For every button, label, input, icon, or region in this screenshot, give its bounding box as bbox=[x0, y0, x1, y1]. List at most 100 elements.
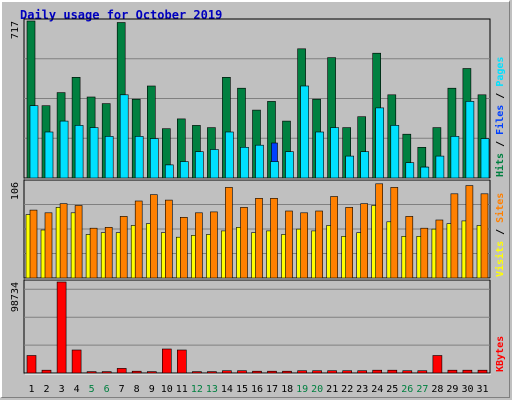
y-max-label: 98734 bbox=[10, 282, 21, 312]
bar-sites-day-15 bbox=[240, 207, 248, 279]
bar-sites-day-9 bbox=[150, 194, 158, 279]
x-tick-label-day-3: 3 bbox=[59, 384, 65, 395]
bar-kbytes-day-12 bbox=[192, 371, 202, 374]
y-max-label: 717 bbox=[10, 21, 21, 39]
legend-sites: Sites bbox=[494, 193, 506, 223]
bar-pages-day-9 bbox=[150, 138, 159, 179]
bar-kbytes-day-20 bbox=[312, 370, 322, 374]
bar-kbytes-day-26 bbox=[402, 370, 413, 374]
chart-panels: 717 Hits / Files / Pages 106 Visits / Sites… bbox=[10, 18, 506, 375]
x-tick-label-day-15: 15 bbox=[236, 384, 248, 395]
bar-pages-day-2 bbox=[44, 131, 54, 179]
x-tick-label-day-1: 1 bbox=[28, 384, 34, 395]
legend-separator: / bbox=[495, 135, 506, 153]
bar-pages-day-6 bbox=[104, 136, 114, 179]
x-tick-label-day-17: 17 bbox=[266, 384, 278, 395]
bar-pages-day-25 bbox=[390, 125, 400, 179]
bar-sites-day-8 bbox=[134, 200, 143, 279]
x-tick-label-day-8: 8 bbox=[134, 384, 140, 395]
bar-kbytes-day-7 bbox=[116, 368, 127, 374]
bar-sites-day-31 bbox=[480, 193, 489, 279]
bar-pages-day-1 bbox=[29, 105, 39, 179]
bar-kbytes-day-29 bbox=[447, 369, 458, 374]
bar-kbytes-day-3 bbox=[56, 281, 67, 374]
bar-sites-day-16 bbox=[255, 198, 263, 279]
x-tick-label-day-13: 13 bbox=[206, 384, 218, 395]
bar-pages-day-30 bbox=[465, 101, 475, 179]
x-tick-label-day-7: 7 bbox=[119, 384, 125, 395]
bar-pages-day-8 bbox=[134, 136, 144, 179]
bar-kbytes-day-31 bbox=[477, 369, 488, 374]
bar-kbytes-day-9 bbox=[147, 371, 157, 374]
bar-kbytes-day-1 bbox=[26, 355, 37, 374]
x-tick-label-day-6: 6 bbox=[104, 384, 110, 395]
bar-sites-day-24 bbox=[375, 183, 384, 279]
bar-kbytes-day-10 bbox=[162, 348, 172, 374]
bar-pages-day-26 bbox=[405, 162, 415, 179]
legend-separator: / bbox=[495, 223, 506, 241]
bar-pages-day-24 bbox=[375, 107, 385, 179]
legend-kbytes: KBytes bbox=[495, 336, 506, 372]
bar-kbytes-day-23 bbox=[357, 370, 368, 374]
x-tick-label-day-24: 24 bbox=[371, 384, 383, 395]
bar-sites-day-23 bbox=[360, 203, 369, 279]
bar-kbytes-day-18 bbox=[282, 370, 292, 374]
legend-pages: Pages bbox=[495, 57, 506, 87]
bar-pages-day-4 bbox=[74, 125, 84, 179]
bar-sites-day-29 bbox=[450, 193, 459, 279]
bar-sites-day-1 bbox=[29, 209, 38, 279]
bar-kbytes-day-22 bbox=[342, 370, 353, 374]
bar-pages-day-22 bbox=[345, 155, 355, 179]
chart-panel-3: 98734 KBytes bbox=[10, 279, 506, 375]
bar-pages-day-19 bbox=[300, 85, 309, 179]
bar-pages-day-11 bbox=[180, 161, 189, 179]
x-axis-day-labels: 1 2 3 4 5 6 7 8 9 10 11 12 13 14 15 16 17 18 19 20 21 22 23 24 2… bbox=[28, 384, 488, 395]
bar-kbytes-day-16 bbox=[252, 370, 262, 374]
bar-sites-day-27 bbox=[420, 227, 429, 279]
bar-sites-day-25 bbox=[390, 187, 399, 279]
bar-kbytes-day-19 bbox=[297, 370, 307, 374]
bar-sites-day-12 bbox=[195, 212, 203, 279]
panel-border bbox=[23, 279, 491, 374]
bar-sites-day-11 bbox=[180, 217, 188, 279]
x-tick-label-day-31: 31 bbox=[476, 384, 488, 395]
bar-sites-day-17 bbox=[270, 198, 278, 279]
bar-pages-day-31 bbox=[480, 138, 490, 179]
bar-pages-day-16 bbox=[255, 144, 264, 179]
bar-pages-day-10 bbox=[165, 164, 174, 179]
bar-sites-day-22 bbox=[345, 207, 354, 279]
bar-kbytes-day-13 bbox=[207, 371, 217, 374]
x-tick-label-day-20: 20 bbox=[311, 384, 323, 395]
x-tick-label-day-18: 18 bbox=[281, 384, 293, 395]
legend-separator: / bbox=[495, 87, 506, 105]
x-tick-label-day-14: 14 bbox=[221, 384, 233, 395]
bar-pages-day-18 bbox=[285, 151, 294, 179]
bar-pages-day-15 bbox=[240, 147, 249, 179]
bar-pages-day-28 bbox=[435, 155, 445, 179]
series-legend: Hits / Files / Pages bbox=[494, 57, 506, 177]
bar-sites-day-4 bbox=[74, 205, 83, 279]
x-tick-label-day-27: 27 bbox=[416, 384, 428, 395]
bar-kbytes-day-27 bbox=[417, 370, 428, 374]
bar-kbytes-day-30 bbox=[462, 369, 473, 374]
bar-sites-day-28 bbox=[435, 219, 444, 279]
x-tick-label-day-29: 29 bbox=[446, 384, 458, 395]
bar-kbytes-day-6 bbox=[101, 371, 112, 374]
bar-sites-day-30 bbox=[465, 185, 474, 279]
bar-kbytes-day-15 bbox=[237, 370, 247, 374]
bar-kbytes-day-24 bbox=[372, 369, 383, 374]
bar-kbytes-day-28 bbox=[432, 355, 443, 374]
bar-sites-day-20 bbox=[315, 210, 323, 279]
bar-sites-day-13 bbox=[210, 211, 218, 279]
chart-title: Daily usage for October 2019 bbox=[20, 8, 222, 22]
chart-panel-1: 717 Hits / Files / Pages bbox=[10, 18, 506, 180]
chart-panel-2: 106 Visits / Sites bbox=[10, 179, 506, 280]
bar-kbytes-day-14 bbox=[222, 370, 232, 374]
bar-kbytes-day-25 bbox=[387, 369, 398, 374]
legend-files: Files bbox=[494, 105, 506, 135]
bar-pages-day-13 bbox=[210, 149, 219, 179]
bar-pages-day-14 bbox=[225, 131, 234, 179]
bar-sites-day-3 bbox=[59, 203, 68, 279]
